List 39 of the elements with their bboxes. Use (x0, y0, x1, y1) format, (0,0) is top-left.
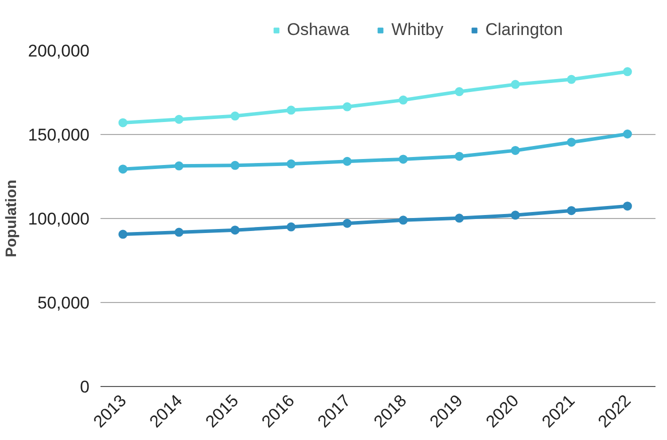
point (342, 156, 352, 166)
point (174, 114, 184, 124)
y-tick-label: 150,000 (28, 126, 90, 144)
point (118, 230, 128, 239)
point (510, 80, 520, 89)
point (454, 214, 464, 223)
y-tick-label: 0 (80, 378, 90, 396)
point (286, 159, 296, 168)
point (230, 112, 240, 121)
y-tick-label: 100,000 (28, 210, 90, 228)
point (342, 102, 352, 112)
point (510, 146, 520, 155)
legend-label: Whitby (391, 20, 444, 40)
point (566, 74, 576, 84)
point (454, 152, 464, 161)
point (174, 228, 184, 237)
point (622, 202, 632, 211)
point (174, 161, 184, 170)
point (230, 226, 240, 235)
y-tick-label: 50,000 (38, 294, 90, 312)
legend-label: Clarington (485, 20, 563, 40)
point (230, 160, 240, 170)
legend-label: Oshawa (287, 20, 350, 40)
y-axis-title: Population (3, 180, 20, 258)
point (118, 164, 128, 174)
point (398, 96, 408, 105)
point (622, 130, 632, 138)
point (342, 218, 352, 228)
point (622, 67, 632, 76)
point (286, 222, 296, 232)
point (398, 154, 408, 164)
y-tick-label: 200,000 (28, 42, 90, 60)
point (118, 118, 128, 128)
point (454, 87, 464, 96)
point (566, 206, 576, 216)
point (510, 210, 520, 220)
point (398, 216, 408, 225)
point (566, 138, 576, 147)
point (286, 106, 296, 115)
